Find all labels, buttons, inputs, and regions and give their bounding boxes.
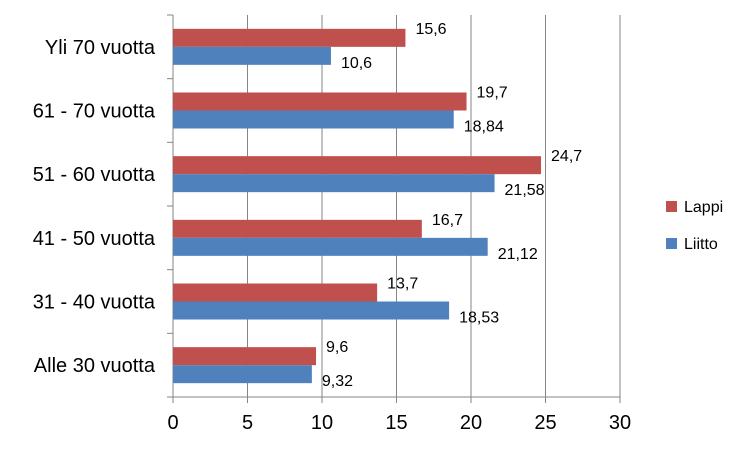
data-label-lappi-alle-30-vuotta: 9,6: [326, 339, 348, 356]
data-label-lappi-51-60-vuotta: 24,7: [551, 148, 582, 165]
tick-label-0: 0: [167, 412, 178, 434]
category-labels: Yli 70 vuotta 61 - 70 vuotta 51 - 60 vuott…: [33, 37, 156, 377]
data-label-lappi-31-40-vuotta: 13,7: [387, 276, 418, 293]
data-labels: 15,6 10,6 19,7 18,84 24,7 21,58 16,7 21,12 13,7 1…: [322, 21, 582, 390]
category-label-41-50-vuotta: 41 - 50 vuotta: [33, 228, 156, 250]
tick-label-10: 10: [311, 412, 333, 434]
data-label-lappi-yli-70-vuotta: 15,6: [415, 21, 446, 38]
bars: [173, 28, 542, 384]
data-label-liitto-alle-30-vuotta: 9,32: [322, 373, 353, 390]
category-label-yli-70-vuotta: Yli 70 vuotta: [45, 37, 156, 59]
bar-lappi-41-50-vuotta: [173, 219, 422, 238]
bar-liitto-41-50-vuotta: [173, 237, 488, 256]
bar-lappi-yli-70-vuotta: [173, 28, 406, 47]
tick-labels: 0 5 10 15 20 25 30: [167, 412, 631, 434]
bar-liitto-31-40-vuotta: [173, 301, 450, 320]
bar-lappi-61-70-vuotta: [173, 92, 467, 111]
category-label-61-70-vuotta: 61 - 70 vuotta: [33, 101, 156, 123]
bar-liitto-yli-70-vuotta: [173, 46, 331, 65]
tick-label-25: 25: [534, 412, 556, 434]
data-label-liitto-61-70-vuotta: 18,84: [464, 119, 504, 136]
data-label-liitto-yli-70-vuotta: 10,6: [341, 55, 372, 72]
bar-lappi-31-40-vuotta: [173, 283, 378, 302]
bar-liitto-alle-30-vuotta: [173, 365, 312, 384]
data-label-lappi-41-50-vuotta: 16,7: [432, 212, 463, 229]
gridlines: [247, 15, 621, 397]
axes: [167, 14, 621, 403]
legend-swatch-lappi: [666, 201, 677, 212]
category-label-31-40-vuotta: 31 - 40 vuotta: [33, 292, 156, 314]
tick-label-5: 5: [242, 412, 253, 434]
legend-label-liitto: Liitto: [684, 236, 718, 253]
data-label-liitto-31-40-vuotta: 18,53: [459, 310, 499, 327]
category-label-51-60-vuotta: 51 - 60 vuotta: [33, 164, 156, 186]
bar-liitto-51-60-vuotta: [173, 174, 495, 193]
tick-label-20: 20: [460, 412, 482, 434]
bar-lappi-51-60-vuotta: [173, 156, 542, 175]
data-label-liitto-41-50-vuotta: 21,12: [498, 246, 538, 263]
legend: Lappi Liitto: [666, 199, 723, 253]
bar-liitto-61-70-vuotta: [173, 110, 454, 129]
bar-lappi-alle-30-vuotta: [173, 347, 317, 366]
data-label-lappi-61-70-vuotta: 19,7: [477, 85, 508, 102]
category-label-alle-30-vuotta: Alle 30 vuotta: [34, 355, 156, 377]
tick-label-30: 30: [609, 412, 631, 434]
tick-label-15: 15: [385, 412, 407, 434]
legend-swatch-liitto: [666, 238, 677, 249]
data-label-liitto-51-60-vuotta: 21,58: [505, 182, 545, 199]
legend-label-lappi: Lappi: [684, 199, 723, 216]
